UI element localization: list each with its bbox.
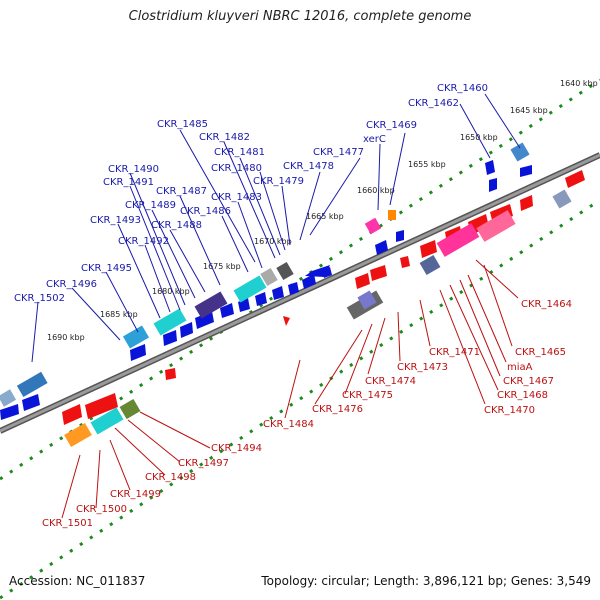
gene-label: CKR_1491 [103, 177, 154, 188]
tick-label: 1670 kbp [254, 237, 292, 246]
reverse-strand-blocks [64, 189, 572, 448]
tick-label: 1665 kbp [306, 212, 344, 221]
gene-label: CKR_1469 [366, 120, 417, 131]
gene-label: CKR_1460 [437, 83, 488, 94]
gene-label: CKR_1489 [125, 200, 176, 211]
gene-label: CKR_1480 [211, 163, 262, 174]
gene-label: CKR_1476 [312, 404, 363, 415]
gene-label: CKR_1484 [263, 419, 314, 430]
gene-labels-bottom: CKR_1464 CKR_1465 miaA CKR_1467 CKR_1468… [42, 299, 572, 529]
gene-label: CKR_1462 [408, 98, 459, 109]
tick-label: 1660 kbp [357, 186, 395, 195]
gene-labels-top: CKR_1460 CKR_1462 CKR_1469 xerC CKR_1477… [14, 83, 488, 304]
tick-label: 1685 kbp [100, 310, 138, 319]
gene-label: CKR_1471 [429, 347, 480, 358]
gene-label: CKR_1492 [118, 236, 169, 247]
gene-label: CKR_1495 [81, 263, 132, 274]
gene-label: CKR_1487 [156, 186, 207, 197]
gene-label: CKR_1478 [283, 161, 334, 172]
accession-text: Accession: NC_011837 [9, 574, 146, 588]
gene-label: CKR_1497 [178, 458, 229, 469]
gene-label: CKR_1464 [521, 299, 572, 310]
gene-label: CKR_1499 [110, 489, 161, 500]
gene-label: CKR_1465 [515, 347, 566, 358]
leader-lines-top [31, 93, 521, 363]
gene-label: CKR_1474 [365, 376, 416, 387]
genome-line [0, 152, 600, 434]
gene-label: CKR_1501 [42, 518, 93, 529]
gene-label: CKR_1486 [180, 206, 231, 217]
gene-label: CKR_1496 [46, 279, 97, 290]
gene-label: miaA [507, 362, 533, 373]
tick-label: 1690 kbp [47, 333, 85, 342]
gene-label: CKR_1470 [484, 405, 535, 416]
gene-label: CKR_1473 [397, 362, 448, 373]
tick-label: 1645 kbp [510, 106, 548, 115]
gene-label: CKR_1485 [157, 119, 208, 130]
genome-summary-text: Topology: circular; Length: 3,896,121 bp… [261, 574, 591, 588]
gene-label: CKR_1488 [151, 220, 202, 231]
tick-track-bottom [0, 198, 600, 600]
gene-label: CKR_1477 [313, 147, 364, 158]
gene-label: CKR_1502 [14, 293, 65, 304]
gene-label: xerC [363, 134, 386, 145]
tick-label: 1680 kbp [152, 287, 190, 296]
gene-label: CKR_1467 [503, 376, 554, 387]
gene-label: CKR_1475 [342, 390, 393, 401]
gene-label: CKR_1500 [76, 504, 127, 515]
forward-strand-blocks [0, 142, 530, 407]
page-title: Clostridium kluyveri NBRC 12016, complet… [128, 9, 472, 24]
gene-label: CKR_1490 [108, 164, 159, 175]
gene-label: CKR_1479 [253, 176, 304, 187]
leader-lines-bottom [61, 259, 519, 519]
gene-label: CKR_1498 [145, 472, 196, 483]
gene-label: CKR_1494 [211, 443, 262, 454]
tick-label: 1655 kbp [408, 160, 446, 169]
gene-label: CKR_1493 [90, 215, 141, 226]
tick-label: 1675 kbp [203, 262, 241, 271]
gene-label: CKR_1468 [497, 390, 548, 401]
gene-label: CKR_1483 [211, 192, 262, 203]
gene-label: CKR_1482 [199, 132, 250, 143]
gene-label: CKR_1481 [214, 147, 265, 158]
tick-label: 1640 kbp [560, 79, 598, 88]
